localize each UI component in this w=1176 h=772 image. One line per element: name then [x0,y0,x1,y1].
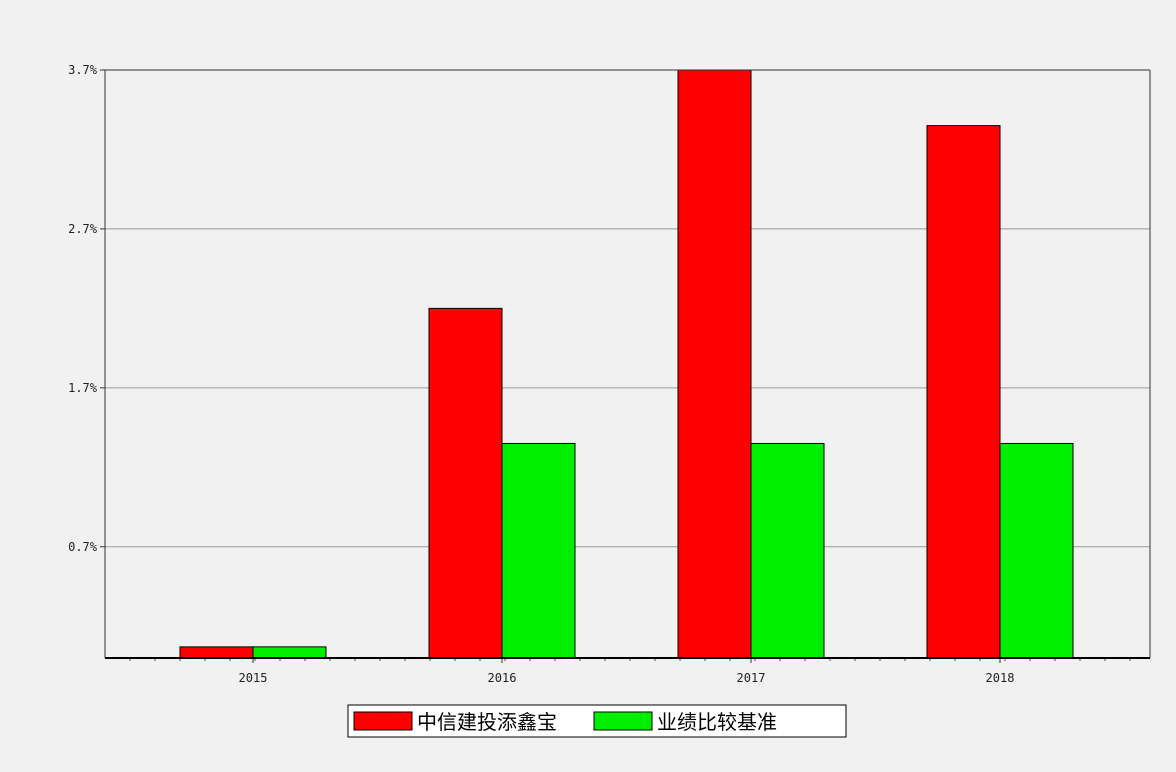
legend-label-fund: 中信建投添鑫宝 [417,710,557,734]
bar-benchmark-2016 [501,442,576,659]
legend-label-benchmark: 业绩比较基准 [657,710,777,734]
bar-fund-2015 [179,646,254,659]
y-tick-label: 1.7% [68,381,98,395]
bar-benchmark-2018 [999,442,1074,659]
legend: 中信建投添鑫宝 业绩比较基准 [347,704,847,738]
legend-swatch-benchmark [593,711,653,731]
bar-fund-2016 [428,307,503,659]
bar-fund-2017 [677,69,752,659]
y-tick-label: 0.7% [68,540,98,554]
x-tick-label: 2015 [239,671,268,685]
tick-labels: 0.7% 1.7% 2.7% 3.7% 2015 2016 2017 2018 [68,63,1014,685]
x-tick-label: 2018 [986,671,1015,685]
x-tick-label: 2017 [737,671,766,685]
bar-benchmark-2015 [252,646,327,659]
y-tick-label: 2.7% [68,222,98,236]
bar-fund-2018 [926,125,1001,659]
bar-benchmark-2017 [750,442,825,659]
legend-swatch-fund [353,711,413,731]
y-tick-label: 3.7% [68,63,98,77]
x-tick-label: 2016 [488,671,517,685]
axes [100,69,1151,663]
